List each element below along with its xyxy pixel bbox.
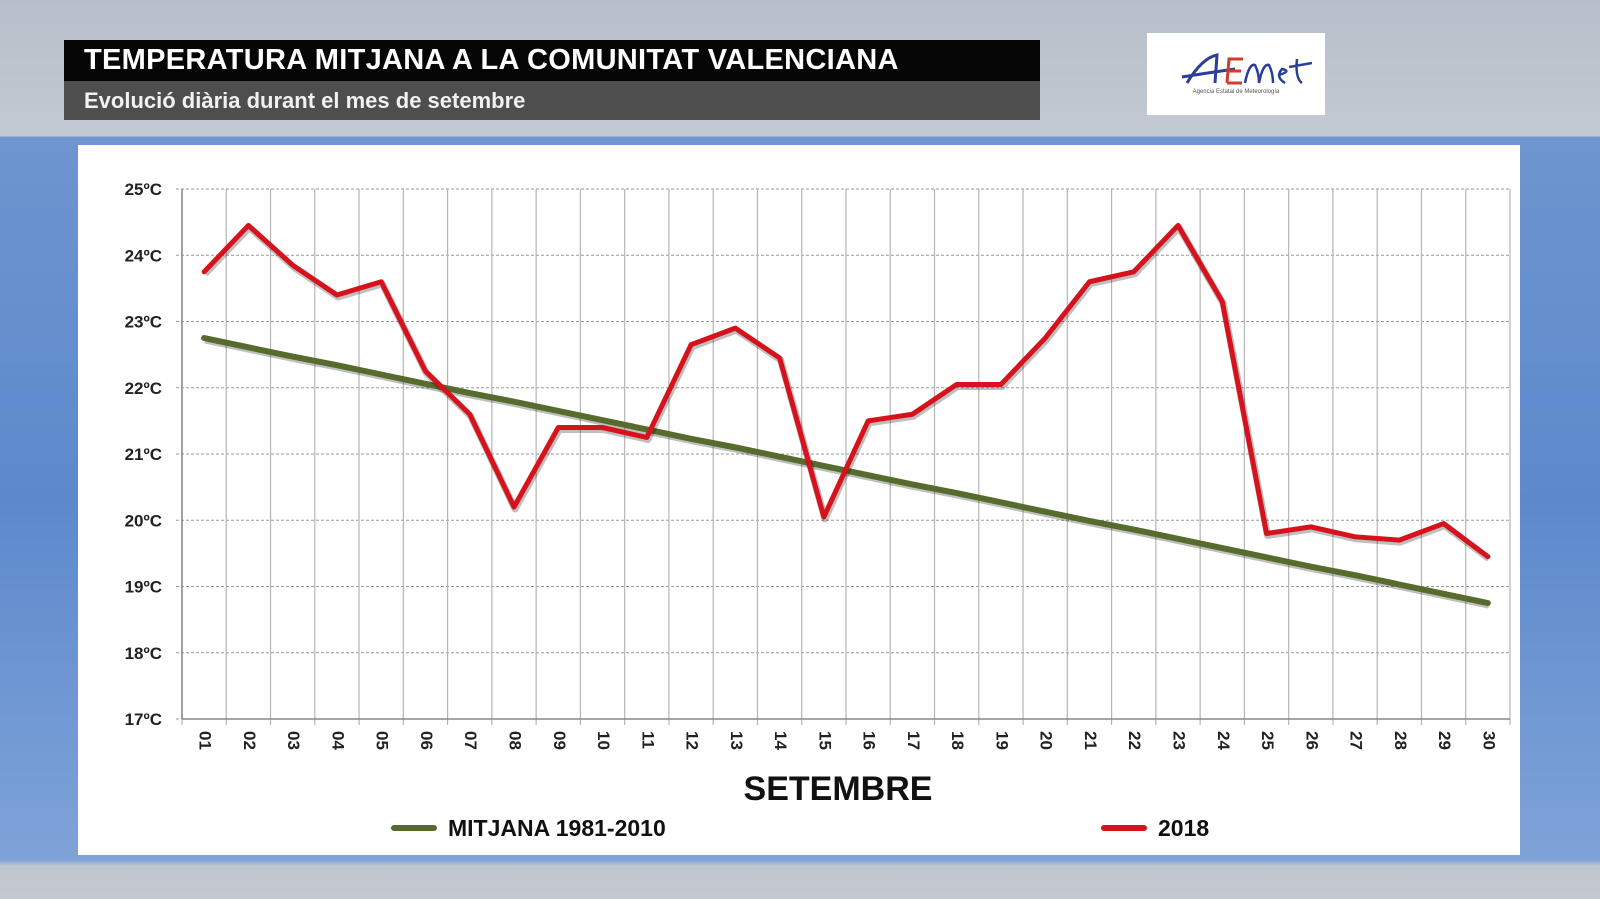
series-shadow (202, 223, 1491, 562)
x-tick-label: 23 (1170, 731, 1189, 750)
legend-label: MITJANA 1981-2010 (448, 815, 666, 841)
x-tick-label: 18 (948, 731, 967, 750)
chart-panel (78, 145, 1520, 855)
x-tick-label: 12 (683, 731, 702, 750)
legend-label: 2018 (1158, 815, 1209, 841)
x-tick-label: 21 (1081, 731, 1100, 750)
x-axis-title: SETEMBRE (744, 770, 933, 808)
x-tick-label: 07 (461, 731, 480, 750)
x-tick-label: 24 (1214, 731, 1233, 750)
x-tick-label: 28 (1391, 731, 1410, 750)
x-tick-label: 19 (992, 731, 1011, 750)
x-tick-label: 30 (1479, 731, 1498, 750)
series-line-2018 (201, 222, 1491, 560)
aemet-logo: Agencia Estatal de Meteorología (1147, 33, 1325, 115)
x-tick-label: 02 (240, 731, 259, 750)
y-tick-label: 17ºC (125, 710, 162, 729)
x-tick-label: 14 (771, 731, 790, 750)
x-tick-label: 13 (727, 731, 746, 750)
x-tick-label: 26 (1302, 731, 1321, 750)
chart-title: TEMPERATURA MITJANA A LA COMUNITAT VALEN… (64, 40, 1040, 81)
x-tick-label: 22 (1125, 731, 1144, 750)
x-tick-label: 06 (417, 731, 436, 750)
x-tick-label: 16 (860, 731, 879, 750)
x-tick-label: 17 (904, 731, 923, 750)
aemet-logo-icon: Agencia Estatal de Meteorología (1181, 53, 1313, 95)
x-tick-label: 29 (1435, 731, 1454, 750)
x-tick-label: 03 (284, 731, 303, 750)
x-tick-label: 20 (1037, 731, 1056, 750)
x-tick-label: 01 (196, 731, 215, 750)
x-tick-label: 05 (373, 731, 392, 750)
y-tick-label: 20ºC (125, 511, 162, 530)
x-tick-label: 10 (594, 731, 613, 750)
x-tick-label: 04 (328, 731, 347, 750)
y-tick-label: 23ºC (125, 313, 162, 332)
x-tick-label: 15 (815, 731, 834, 750)
y-tick-label: 24ºC (125, 246, 162, 265)
y-tick-label: 19ºC (125, 578, 162, 597)
y-tick-label: 21ºC (125, 445, 162, 464)
x-tick-label: 11 (638, 731, 657, 749)
x-tick-label: 25 (1258, 731, 1277, 750)
logo-tagline: Agencia Estatal de Meteorología (1193, 89, 1280, 95)
y-tick-label: 22ºC (125, 379, 162, 398)
x-tick-label: 09 (550, 731, 569, 750)
x-tick-label: 08 (506, 731, 525, 750)
y-tick-label: 25ºC (125, 180, 162, 199)
chart-subtitle: Evolució diària durant el mes de setembr… (64, 81, 1040, 120)
x-tick-label: 27 (1347, 731, 1366, 750)
y-tick-label: 18ºC (125, 644, 162, 663)
